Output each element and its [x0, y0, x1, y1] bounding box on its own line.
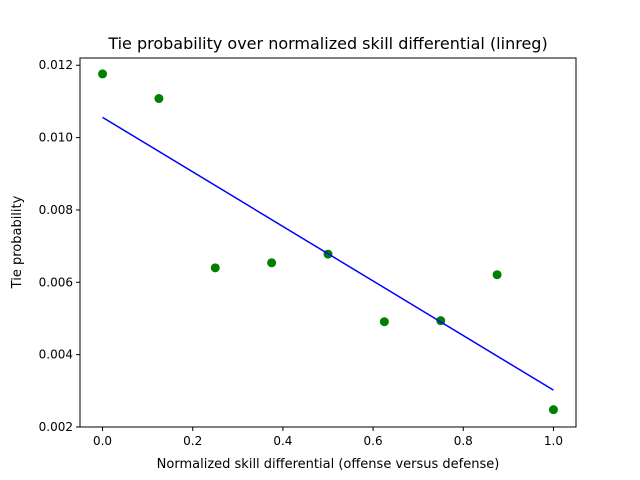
- y-tick-label: 0.012: [39, 58, 73, 72]
- data-point: [98, 69, 108, 79]
- data-point: [267, 258, 277, 268]
- data-point: [210, 263, 220, 273]
- y-tick-label: 0.010: [39, 131, 73, 145]
- data-point: [492, 270, 502, 280]
- x-tick-label: 1.0: [544, 434, 563, 448]
- y-tick-label: 0.006: [39, 275, 73, 289]
- y-tick-label: 0.004: [39, 348, 73, 362]
- chart-title: Tie probability over normalized skill di…: [107, 34, 547, 53]
- regression-line: [102, 116, 554, 391]
- data-point: [154, 94, 164, 104]
- y-axis-label: Tie probability: [10, 195, 25, 289]
- x-tick-label: 0.4: [273, 434, 292, 448]
- axes-frame: [79, 57, 577, 428]
- x-axis-label: Normalized skill differential (offense v…: [157, 457, 500, 472]
- x-tick-label: 0.2: [183, 434, 202, 448]
- y-tick-label: 0.002: [39, 420, 73, 434]
- data-point: [379, 317, 389, 327]
- plot-area: 0.0 0.2 0.4 0.6 0.8 1.0 0.002 0.004 0.006 0.008 0.…: [39, 57, 577, 448]
- y-tick-label: 0.008: [39, 203, 73, 217]
- data-point: [548, 405, 558, 415]
- x-tick-label: 0.0: [93, 434, 112, 448]
- x-tick-label: 0.6: [364, 434, 383, 448]
- x-tick-label: 0.8: [454, 434, 473, 448]
